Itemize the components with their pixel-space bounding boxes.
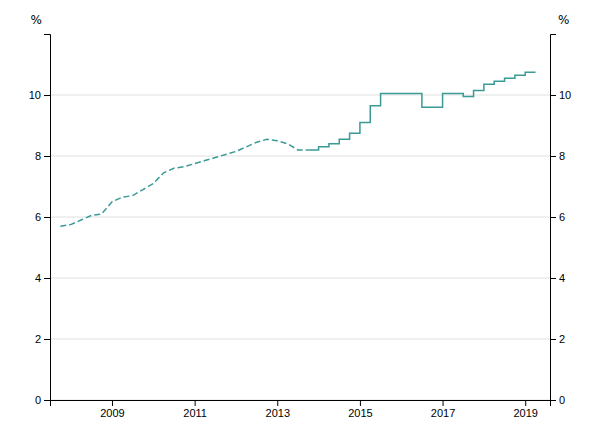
tick: 0 [550,394,565,406]
tick-mark [550,156,556,157]
tick: 4 [550,272,565,284]
tick: 2009 [100,400,124,419]
tick-mark [44,400,50,401]
tick: 10 [550,89,571,101]
tick-label: 2017 [431,407,455,419]
tick-mark [550,95,556,96]
tick-label: 2015 [348,407,372,419]
tick-mark [44,156,50,157]
y2-axis: 0 2 4 6 8 10 [550,35,571,407]
y2-axis-label: % [558,13,569,27]
tick: 2013 [266,400,290,419]
tick-label: 2019 [513,407,537,419]
y-axis: 0 2 4 6 8 10 [29,35,51,407]
tick: 2 [550,333,565,345]
grid-line [50,95,550,96]
axis-line [51,401,551,407]
tick-label: 4 [559,272,565,284]
tick: 2015 [348,400,372,419]
tick-label: 6 [559,211,565,223]
tick-mark [44,278,50,279]
tick-mark [360,400,361,406]
tick-label: 2 [559,333,565,345]
tick-label: 6 [35,211,41,223]
tick-mark [550,400,556,401]
tick-mark [44,217,50,218]
axis-line [44,35,51,401]
line [60,139,308,226]
plot: 2009 2011 2013 2015 2017 2019 0 2 4 6 8 10 0 2 4 6 8 10%% [29,13,572,419]
tick-label: 10 [559,89,571,101]
tick-label: 8 [559,150,565,162]
tick: 6 [35,211,50,223]
tick-label: 0 [35,394,41,406]
tick-mark [550,339,556,340]
tick: 2011 [183,400,207,419]
tick: 4 [35,272,50,284]
tick-label: 10 [29,89,41,101]
tick-mark [44,95,50,96]
tick-mark [525,400,526,406]
tick: 0 [35,394,50,406]
tick-mark [550,217,556,218]
tick-label: 8 [35,150,41,162]
tick-label: 4 [35,272,41,284]
axis-line [551,35,557,401]
tick: 8 [35,150,50,162]
tick-label: 2011 [183,407,207,419]
grid [50,95,550,400]
grid-line [50,156,550,157]
tick-mark [277,400,278,406]
line [308,72,535,150]
tick-label: 2013 [266,407,290,419]
tick-mark [195,400,196,406]
grid-line [50,278,550,279]
tick: 2017 [431,400,455,419]
tick-label: 2009 [100,407,124,419]
x-axis: 2009 2011 2013 2015 2017 2019 [51,400,551,419]
tick-mark [112,400,113,406]
tick-mark [550,278,556,279]
tick-label: 2 [35,333,41,345]
tick-mark [44,339,50,340]
tick: 6 [550,211,565,223]
grid-line [50,339,550,340]
grid-line [50,217,550,218]
tick-label: 0 [559,394,565,406]
tick-mark [443,400,444,406]
lines [60,72,535,226]
tick: 2 [35,333,50,345]
tick: 8 [550,150,565,162]
tick: 10 [29,89,50,101]
chart: 2009 2011 2013 2015 2017 2019 0 2 4 6 8 10 0 2 4 6 8 10%% [0,0,600,432]
tick: 2019 [513,400,537,419]
y-axis-label: % [31,13,42,27]
